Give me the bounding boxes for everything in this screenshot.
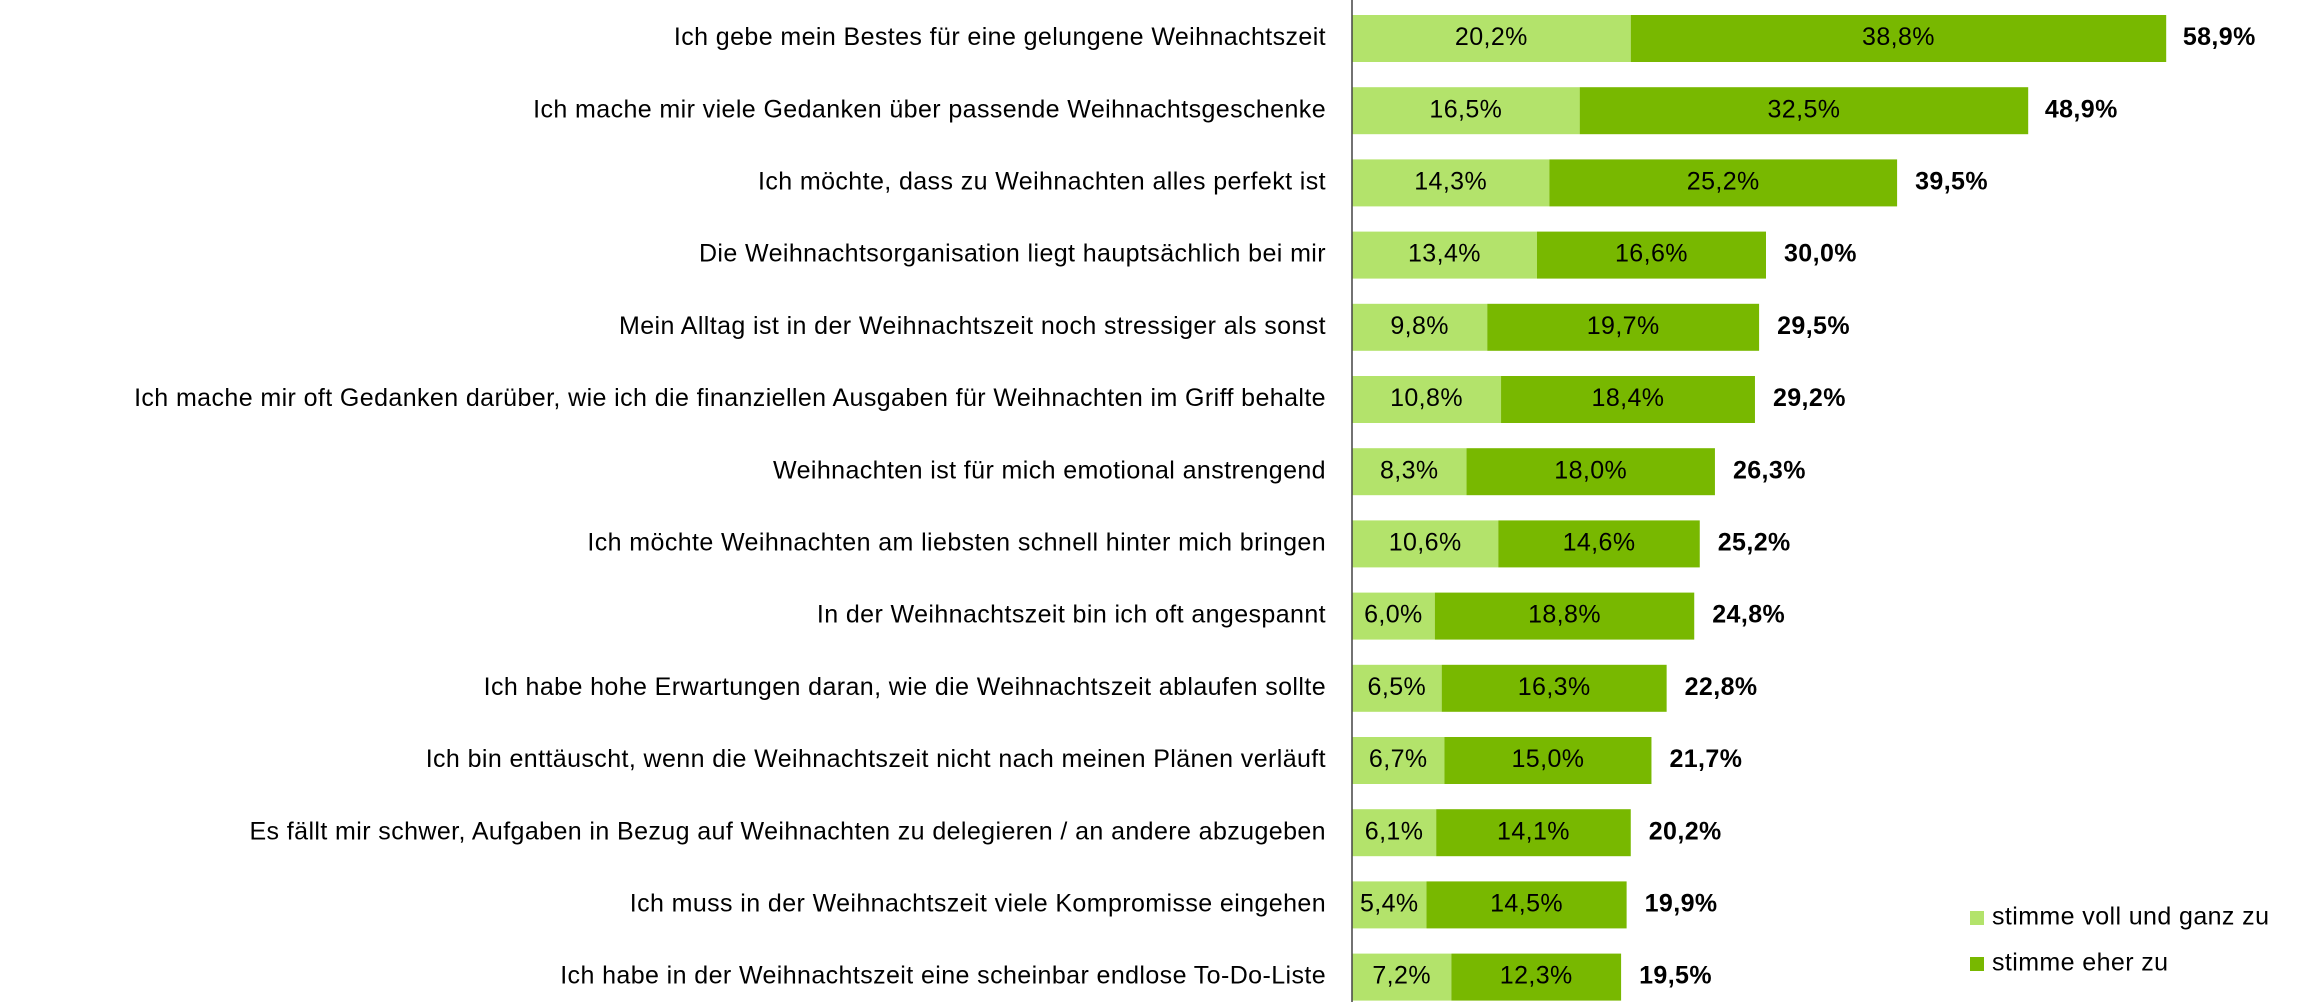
bar-segment <box>1536 231 1766 279</box>
value-label: 7,2% <box>1372 962 1431 990</box>
value-label: 14,1% <box>1497 817 1570 845</box>
total-label: 19,9% <box>1645 890 1718 918</box>
value-label: 16,6% <box>1615 240 1688 268</box>
value-label: 10,6% <box>1389 529 1462 557</box>
total-label: 29,5% <box>1777 312 1850 340</box>
value-label: 6,7% <box>1369 745 1428 773</box>
value-label: 32,5% <box>1768 95 1841 123</box>
category-label: Ich möchte Weihnachten am liebsten schne… <box>587 529 1326 557</box>
bar-segment <box>1352 376 1502 423</box>
value-label: 16,5% <box>1429 95 1502 123</box>
value-label: 8,3% <box>1380 456 1439 484</box>
category-label: Mein Alltag ist in der Weihnachtszeit no… <box>619 312 1326 340</box>
bar-segment <box>1352 953 1452 1001</box>
value-label: 13,4% <box>1408 240 1481 268</box>
value-label: 6,0% <box>1364 601 1423 629</box>
value-label: 19,7% <box>1587 312 1660 340</box>
bar-segment <box>1444 737 1652 784</box>
bar-segment <box>1434 592 1695 640</box>
total-label: 29,2% <box>1773 384 1846 412</box>
category-label: Ich mache mir oft Gedanken darüber, wie … <box>134 384 1326 412</box>
bar-segment <box>1352 87 1580 135</box>
legend-label: stimme voll und ganz zu <box>1992 903 2269 931</box>
category-label: Ich möchte, dass zu Weihnachten alles pe… <box>758 168 1326 196</box>
bar-segment <box>1352 303 1488 351</box>
value-label: 25,2% <box>1687 168 1760 196</box>
value-label: 18,8% <box>1528 601 1601 629</box>
category-label: In der Weihnachtszeit bin ich oft angesp… <box>817 601 1326 629</box>
category-label: Ich gebe mein Bestes für eine gelungene … <box>674 23 1326 51</box>
bar-segment <box>1352 809 1437 857</box>
bar-segment <box>1498 520 1700 568</box>
legend-label: stimme eher zu <box>1992 949 2169 977</box>
legend-swatch <box>1970 957 1984 971</box>
bar-segment <box>1352 15 1631 62</box>
value-label: 20,2% <box>1455 23 1528 51</box>
category-label: Ich mache mir viele Gedanken über passen… <box>533 95 1326 123</box>
bar-segment <box>1352 520 1499 568</box>
value-label: 12,3% <box>1500 962 1573 990</box>
legend-swatch <box>1970 911 1984 925</box>
category-label: Weihnachten ist für mich emotional anstr… <box>773 456 1326 484</box>
value-label: 18,4% <box>1592 384 1665 412</box>
category-label: Ich bin enttäuscht, wenn die Weihnachtsz… <box>426 745 1326 773</box>
value-label: 9,8% <box>1390 312 1449 340</box>
category-label: Ich habe in der Weihnachtszeit eine sche… <box>560 962 1326 990</box>
total-label: 39,5% <box>1915 168 1988 196</box>
category-label: Die Weihnachtsorganisation liegt hauptsä… <box>699 240 1326 268</box>
total-label: 22,8% <box>1685 673 1758 701</box>
value-label: 16,3% <box>1518 673 1591 701</box>
bar-segment <box>1579 87 2029 135</box>
bar-segment <box>1352 737 1445 784</box>
bar-segment <box>1451 953 1622 1001</box>
bar-segment <box>1352 159 1550 207</box>
bar-segment <box>1352 664 1442 712</box>
total-label: 26,3% <box>1733 456 1806 484</box>
total-label: 58,9% <box>2183 23 2256 51</box>
bar-segment <box>1549 159 1898 207</box>
bar-segment <box>1630 15 2167 62</box>
value-label: 10,8% <box>1390 384 1463 412</box>
bar-segment <box>1436 809 1631 857</box>
total-label: 20,2% <box>1649 817 1722 845</box>
bar-segment <box>1352 231 1537 279</box>
value-label: 14,5% <box>1490 890 1563 918</box>
value-label: 15,0% <box>1512 745 1585 773</box>
value-label: 6,5% <box>1368 673 1427 701</box>
value-label: 14,3% <box>1414 168 1487 196</box>
category-label: Es fällt mir schwer, Aufgaben in Bezug a… <box>249 817 1326 845</box>
bar-segment <box>1426 881 1627 929</box>
value-label: 38,8% <box>1862 23 1935 51</box>
value-label: 14,6% <box>1563 529 1636 557</box>
bar-segment <box>1501 376 1755 423</box>
value-label: 5,4% <box>1360 890 1419 918</box>
total-label: 21,7% <box>1669 745 1742 773</box>
bar-segment <box>1487 303 1760 351</box>
category-label: Ich muss in der Weihnachtszeit viele Kom… <box>630 890 1326 918</box>
value-label: 6,1% <box>1365 817 1424 845</box>
bar-segment <box>1441 664 1667 712</box>
bar-segment <box>1352 448 1467 496</box>
bar-segment <box>1466 448 1715 496</box>
bar-segment <box>1352 881 1427 929</box>
bar-segment <box>1352 592 1435 640</box>
total-label: 19,5% <box>1639 962 1712 990</box>
total-label: 48,9% <box>2045 95 2118 123</box>
total-label: 30,0% <box>1784 240 1857 268</box>
category-label: Ich habe hohe Erwartungen daran, wie die… <box>484 673 1326 701</box>
total-label: 24,8% <box>1712 601 1785 629</box>
value-label: 18,0% <box>1554 456 1627 484</box>
total-label: 25,2% <box>1718 529 1791 557</box>
